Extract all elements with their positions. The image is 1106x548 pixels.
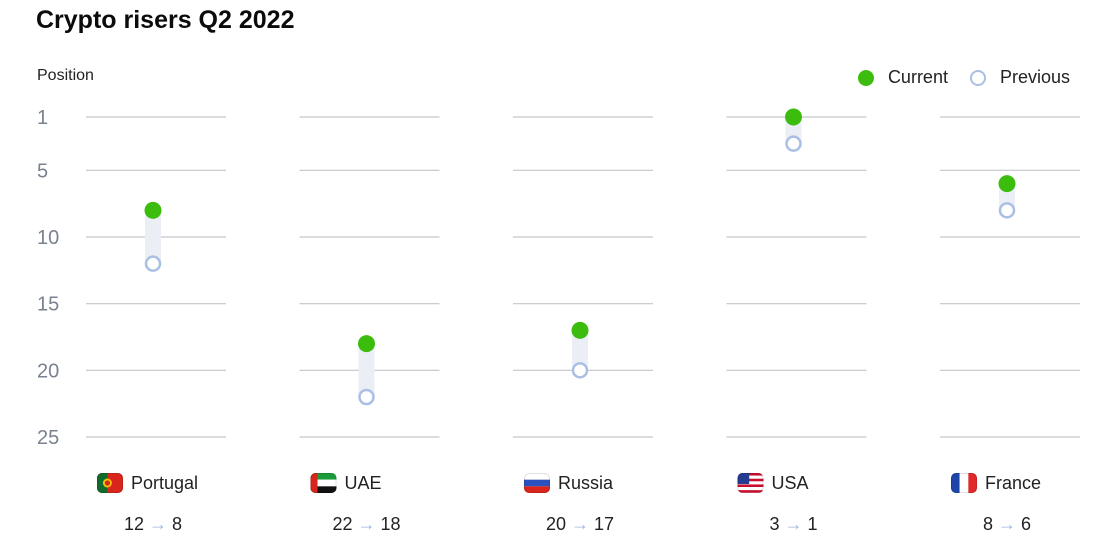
chart-title: Crypto risers Q2 2022 (36, 6, 295, 34)
legend-previous: Previous (969, 67, 1070, 88)
france-flag-icon (951, 473, 977, 493)
y-tick-label: 25 (37, 427, 59, 449)
position-change-label: 8 → 6 (983, 514, 1031, 534)
country-label: Russia (558, 473, 614, 493)
change-connector (572, 330, 588, 371)
y-tick-label: 1 (37, 107, 48, 129)
y-tick-label: 20 (37, 360, 59, 382)
country-label: USA (772, 473, 809, 493)
current-point (998, 175, 1016, 193)
panel-russia: Russia 20 → 17 (513, 116, 653, 534)
y-tick-label: 15 (37, 294, 59, 316)
russia-flag-icon (524, 473, 550, 493)
country-label: France (985, 473, 1041, 493)
current-point (358, 335, 375, 353)
country-label: Portugal (131, 473, 198, 493)
usa-flag-icon (737, 473, 764, 493)
position-change-label: 22 → 18 (332, 514, 400, 534)
current-point (785, 108, 802, 126)
y-axis-label: Position (37, 67, 94, 84)
previous-point (571, 362, 589, 379)
country-label: UAE (345, 473, 382, 493)
position-change-label: 12 → 8 (124, 514, 182, 534)
previous-point (144, 255, 162, 272)
legend-current: Current (857, 67, 948, 88)
panel-portugal: Portugal 12 → 8 (86, 116, 226, 534)
previous-ring-icon (969, 69, 986, 86)
change-connector (145, 210, 161, 264)
previous-point (998, 202, 1016, 219)
current-point (144, 201, 162, 219)
position-change-label: 20 → 17 (546, 514, 614, 534)
legend-previous-label: Previous (999, 67, 1070, 87)
current-dot-icon (857, 69, 874, 86)
portugal-flag-icon (97, 473, 123, 493)
panel-usa: USA 3 → 1 (726, 108, 867, 534)
previous-point (785, 135, 802, 152)
current-point (571, 321, 589, 339)
legend: Current Previous (836, 67, 1070, 88)
panel-france: France 8 → 6 (940, 116, 1080, 534)
change-connector (358, 343, 375, 397)
y-tick-label: 5 (37, 160, 48, 182)
previous-point (358, 388, 375, 406)
y-tick-label: 10 (37, 227, 59, 249)
panel-uae: UAE 22 → 18 (299, 116, 440, 534)
position-change-label: 3 → 1 (769, 514, 817, 534)
uae-flag-icon (310, 473, 337, 493)
legend-current-label: Current (887, 67, 948, 87)
